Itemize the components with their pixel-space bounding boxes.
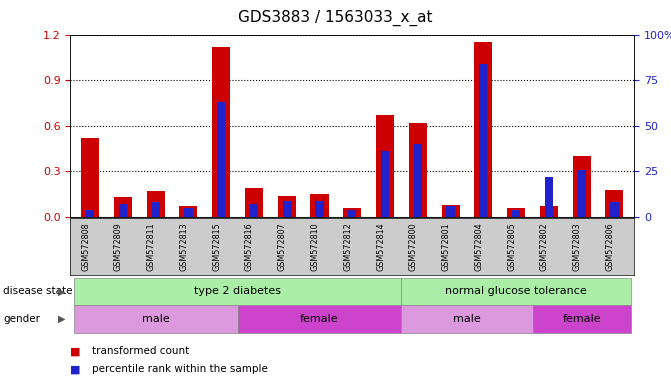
Text: GSM572809: GSM572809 (114, 222, 123, 271)
Text: GDS3883 / 1563033_x_at: GDS3883 / 1563033_x_at (238, 10, 433, 26)
Bar (74, 278, 401, 305)
Text: disease state: disease state (3, 286, 73, 296)
Bar (282, 200, 291, 217)
Text: ▶: ▶ (58, 314, 66, 324)
Bar (401, 305, 533, 333)
Text: male: male (142, 314, 170, 324)
Bar (572, 156, 590, 217)
Bar (381, 151, 389, 217)
Bar (245, 188, 263, 217)
Bar (278, 196, 296, 217)
Bar (533, 305, 631, 333)
Bar (348, 210, 356, 217)
Text: GSM572812: GSM572812 (344, 222, 352, 271)
Bar (217, 102, 225, 217)
Text: gender: gender (3, 314, 40, 324)
Text: female: female (300, 314, 339, 324)
Text: transformed count: transformed count (92, 346, 189, 356)
Bar (578, 170, 586, 217)
Bar (376, 115, 394, 217)
Bar (401, 278, 631, 305)
Text: female: female (562, 314, 601, 324)
Bar (147, 191, 164, 217)
Text: type 2 diabetes: type 2 diabetes (194, 286, 281, 296)
Text: ▶: ▶ (58, 286, 66, 296)
Bar (179, 206, 197, 217)
Text: ■: ■ (70, 364, 81, 374)
Text: ■: ■ (70, 346, 81, 356)
Text: GSM572807: GSM572807 (278, 222, 287, 271)
Bar (512, 210, 520, 217)
Bar (152, 202, 160, 217)
Text: male: male (453, 314, 481, 324)
Text: GSM572801: GSM572801 (442, 222, 451, 271)
Bar (507, 208, 525, 217)
Bar (409, 123, 427, 217)
Bar (442, 205, 460, 217)
Bar (540, 206, 558, 217)
Bar (474, 42, 493, 217)
Bar (185, 208, 193, 217)
Text: GSM572804: GSM572804 (474, 222, 483, 271)
Bar (446, 206, 455, 217)
Text: GSM572806: GSM572806 (605, 222, 615, 271)
Bar (315, 200, 323, 217)
Text: GSM572803: GSM572803 (572, 222, 582, 271)
Text: GSM572808: GSM572808 (81, 222, 90, 271)
Text: GSM572810: GSM572810 (311, 222, 319, 271)
Text: GSM572805: GSM572805 (507, 222, 516, 271)
Bar (250, 204, 258, 217)
Text: GSM572802: GSM572802 (540, 222, 549, 271)
Text: GSM572800: GSM572800 (409, 222, 418, 271)
Bar (119, 204, 127, 217)
Bar (74, 305, 238, 333)
Bar (86, 210, 94, 217)
Bar (479, 64, 487, 217)
Text: GSM572815: GSM572815 (212, 222, 221, 271)
Text: percentile rank within the sample: percentile rank within the sample (92, 364, 268, 374)
Text: GSM572813: GSM572813 (179, 222, 189, 271)
Text: GSM572811: GSM572811 (147, 222, 156, 271)
Bar (344, 208, 361, 217)
Text: GSM572816: GSM572816 (245, 222, 254, 271)
Bar (238, 305, 401, 333)
Bar (81, 138, 99, 217)
Text: normal glucose tolerance: normal glucose tolerance (446, 286, 587, 296)
Bar (212, 47, 230, 217)
Bar (605, 190, 623, 217)
Bar (114, 197, 132, 217)
Bar (545, 177, 553, 217)
Text: GSM572814: GSM572814 (376, 222, 385, 271)
Bar (414, 144, 422, 217)
Bar (611, 202, 619, 217)
Bar (311, 194, 329, 217)
